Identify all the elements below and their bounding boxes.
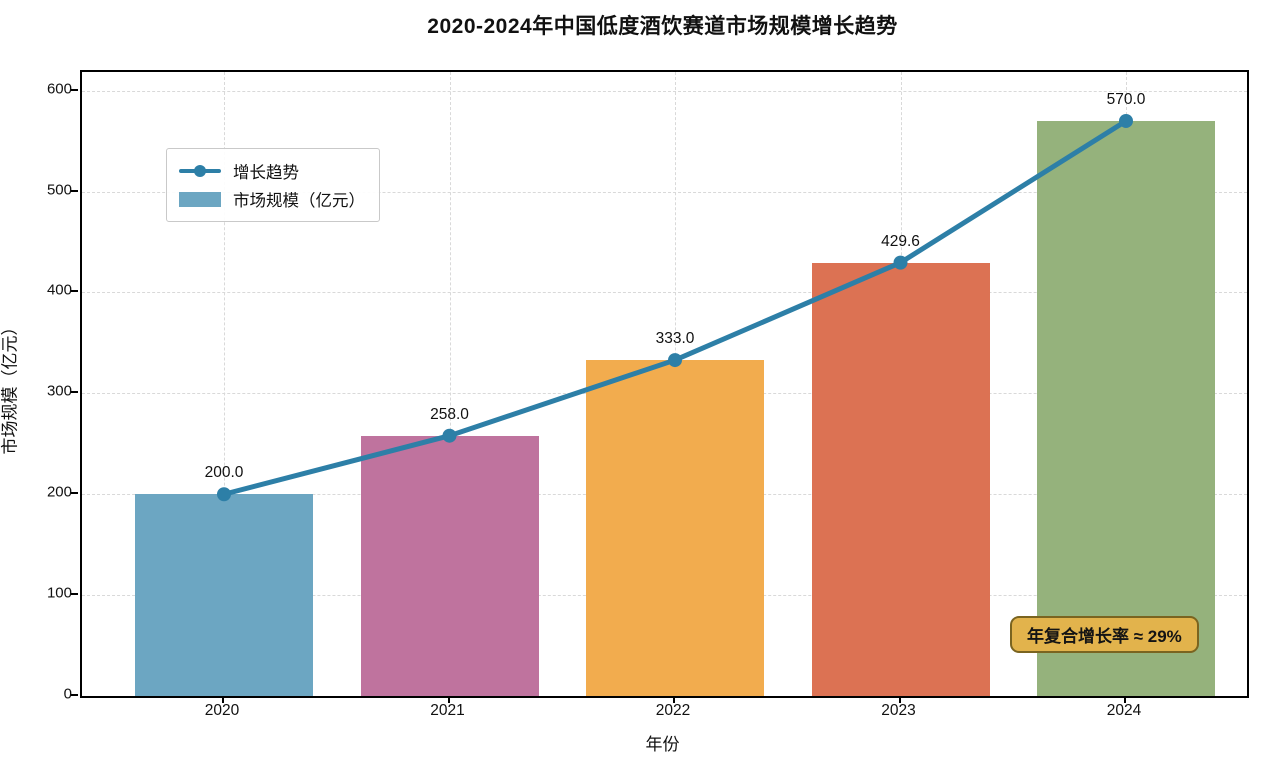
trend-line [217,113,1133,502]
y-tick-mark [71,694,78,696]
bar-2024 [1037,120,1215,696]
y-tick-label: 300 [46,382,72,400]
chart-title: 2020-2024年中国低度酒饮赛道市场规模增长趋势 [427,15,898,38]
trend-point-2021 [442,428,457,443]
bar-2022 [586,360,764,696]
legend-line-dot-icon [177,165,223,177]
point-label-2024: 570.0 [1106,90,1146,108]
bar-2023 [811,262,990,696]
legend-label-trend: 增长趋势 [233,164,299,182]
y-tick-mark [71,189,78,192]
trend-point-2020 [217,487,231,502]
bar-2020 [135,494,313,696]
trend-point-2024 [1119,113,1133,128]
y-tick-label: 500 [46,181,72,199]
x-tick-mark [673,696,675,703]
y-tick-label: 0 [63,685,72,703]
x-tick-mark [222,696,224,703]
v-gridline [449,72,451,696]
point-label-2022: 333.0 [655,330,695,348]
y-tick-label: 400 [46,281,72,299]
x-tick-label: 2022 [655,702,691,719]
y-tick-mark [71,391,78,394]
x-tick-label: 2023 [881,702,916,719]
legend: 增长趋势 市场规模（亿元） [166,148,380,222]
y-tick-label: 200 [46,483,72,501]
y-tick-mark [71,290,78,293]
x-tick-label: 2020 [204,702,240,719]
plot-area: 增长趋势 市场规模（亿元） 年复合增长率 ≈ 29% 200.0 258.0 333… [80,70,1249,698]
cagr-annotation: 年复合增长率 ≈ 29% [1010,616,1199,653]
x-tick-label: 2024 [1106,702,1142,719]
x-tick-mark [898,696,901,703]
x-tick-mark [447,696,450,703]
point-label-2020: 200.0 [204,464,244,482]
h-gridline [82,292,1247,294]
y-tick-label: 600 [46,80,72,98]
trend-point-2022 [668,353,682,368]
bar-2021 [360,435,539,696]
legend-bar-swatch-icon [177,191,223,207]
legend-label-market-size: 市场规模（亿元） [233,192,365,210]
y-tick-mark [71,88,78,91]
y-tick-mark [71,593,78,596]
legend-item-trend: 增长趋势 [177,157,365,185]
legend-item-market-size: 市场规模（亿元） [177,185,365,213]
h-gridline [82,90,1247,92]
v-gridline [224,72,225,696]
point-label-2021: 258.0 [430,405,469,423]
h-gridline [82,191,1247,193]
y-tick-mark [71,492,78,495]
trend-point-2023 [893,255,908,270]
point-label-2023: 429.6 [881,232,920,250]
x-tick-label: 2021 [430,702,465,719]
x-axis-label: 年份 [645,735,680,754]
y-tick-label: 100 [46,584,72,602]
x-tick-mark [1124,696,1126,703]
